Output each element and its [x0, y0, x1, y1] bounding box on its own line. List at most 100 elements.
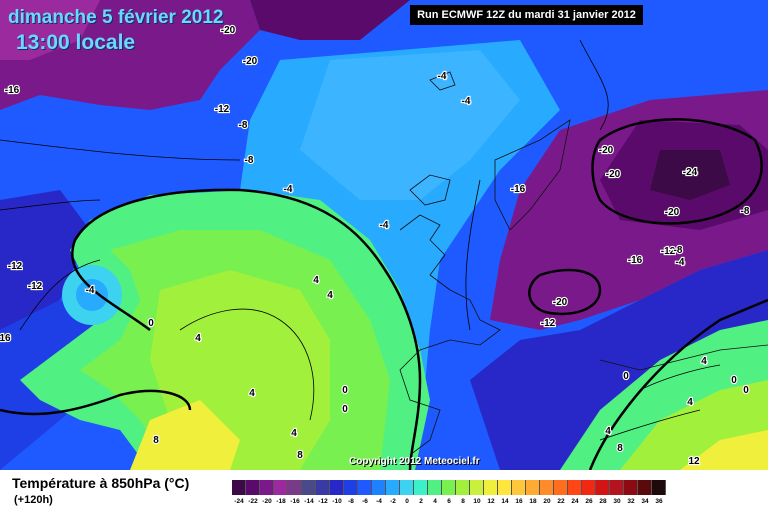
isotherm-line [0, 139, 241, 161]
contour-label: 8 [617, 443, 623, 454]
cold-core-minimum [650, 150, 730, 200]
contour-label: -12 [8, 261, 23, 272]
contour-label: -8 [741, 206, 750, 217]
scale-swatch [568, 480, 582, 495]
scale-tick-label: 18 [529, 498, 537, 505]
isotherm-line [0, 199, 101, 211]
forecast-date: dimanche 5 février 2012 [8, 7, 224, 28]
scale-swatch [456, 480, 470, 495]
temperature-map: -20 -20 -16 -12 -8 -8 -4 -4 -4 -4 -16 -20 -20 -24 -20-… [0, 0, 768, 470]
scale-tick-label: 14 [501, 498, 509, 505]
coastline-europe [399, 214, 501, 456]
cool-band-highlight [300, 50, 520, 200]
contour-label: 4 [327, 290, 333, 301]
scale-swatch [232, 480, 246, 495]
scale-swatch [386, 480, 400, 495]
scale-swatch [400, 480, 414, 495]
scale-tick-label: 10 [473, 498, 481, 505]
contour-label: -20 [243, 56, 258, 67]
isotherm-line [639, 364, 721, 391]
contour-label: 4 [701, 356, 707, 367]
scale-tick-label: 6 [447, 498, 451, 505]
coastline-east [599, 344, 768, 371]
cold-pool-north [250, 0, 410, 40]
scale-swatch [442, 480, 456, 495]
scale-swatch [512, 480, 526, 495]
isotherm-line [179, 308, 315, 421]
contour-labels: -20-20-16-12-8-8-4-4-4-4-16-20-20 -24-20-… [0, 24, 751, 468]
scale-tick-label: -22 [248, 498, 258, 505]
minus-twenty-isotherm-south [528, 268, 602, 316]
contour-label: -8 [245, 155, 254, 166]
cyclone-core [76, 279, 108, 311]
contour-label: 4 [687, 397, 693, 408]
isotherm-line [465, 179, 481, 331]
scale-swatch [484, 480, 498, 495]
copyright-notice: Copyright 2012 Meteociel.fr [349, 456, 480, 467]
scale-tick-label: 34 [641, 498, 649, 505]
scale-tick-label: 4 [433, 498, 437, 505]
contour-label: -4 [676, 257, 685, 268]
zero-isotherm-south [0, 389, 192, 416]
contour-label: 0 [342, 385, 348, 396]
contour-label: -4 [86, 285, 95, 296]
contour-label: -12 [215, 104, 230, 115]
forecast-time: 13:00 locale [16, 31, 136, 54]
isotherm-line [579, 39, 609, 131]
scale-tick-label: -20 [262, 498, 272, 505]
scale-tick-label: -16 [290, 498, 300, 505]
contour-label: -4 [284, 184, 293, 195]
contour-label: 0 [743, 385, 749, 396]
contour-label: -20 [221, 25, 236, 36]
scale-swatch [372, 480, 386, 495]
temperature-color-scale: -24 -22 -20 -18 -16 -14 -12 -10 -8 -6 -4 -2 0 2 4 6 8 10 1… [232, 480, 666, 505]
contour-label: 0 [148, 318, 154, 329]
contour-label: 8 [297, 450, 303, 461]
scale-swatch [344, 480, 358, 495]
scale-tick-label: -12 [318, 498, 328, 505]
scale-tick-label: -6 [362, 498, 368, 505]
scale-tick-label: 0 [405, 498, 409, 505]
contour-label: 16 [0, 333, 11, 344]
scale-swatch [638, 480, 652, 495]
scale-tick-label: -4 [376, 498, 382, 505]
scale-swatch [330, 480, 344, 495]
scale-tick-label: -18 [276, 498, 286, 505]
scale-tick-label: 26 [585, 498, 593, 505]
scale-tick-label: 2 [419, 498, 423, 505]
contour-label: -4 [438, 71, 447, 82]
scale-swatch [358, 480, 372, 495]
scale-tick-label: 30 [613, 498, 621, 505]
scale-tick-label: -2 [390, 498, 396, 505]
warm-air-southwest [130, 400, 240, 470]
scale-swatch [470, 480, 484, 495]
scale-swatch [302, 480, 316, 495]
contour-label: 0 [731, 375, 737, 386]
contour-label: -16 [5, 85, 20, 96]
contour-label: 0 [342, 404, 348, 415]
scale-swatch [582, 480, 596, 495]
contour-label: -12 [661, 246, 676, 257]
contour-label: -16 [511, 184, 526, 195]
contour-label: -4 [380, 220, 389, 231]
minus-twenty-isotherm-east [591, 118, 763, 225]
contour-label: -8 [239, 120, 248, 131]
scale-swatches [232, 480, 666, 495]
contour-label: -12 [28, 281, 43, 292]
contour-label: -20 [553, 297, 568, 308]
scale-swatch [554, 480, 568, 495]
isotherm-line [19, 259, 101, 331]
contour-label: -8 [674, 245, 683, 256]
warm-air-southeast-core [680, 430, 768, 470]
scale-tick-label: -8 [348, 498, 354, 505]
scale-tick-label: -24 [234, 498, 244, 505]
coastline-iceland [429, 71, 456, 91]
coastline-british-isles [409, 174, 451, 206]
contour-label: 12 [688, 456, 700, 467]
contour-label: 8 [153, 435, 159, 446]
map-canvas: -20-20-16-12-8-8-4-4-4-4-16-20-20 -24-20-… [0, 0, 768, 470]
model-run-info: Run ECMWF 12Z du mardi 31 janvier 2012 [410, 5, 643, 25]
scale-swatch [526, 480, 540, 495]
scale-tick-label: 32 [627, 498, 635, 505]
